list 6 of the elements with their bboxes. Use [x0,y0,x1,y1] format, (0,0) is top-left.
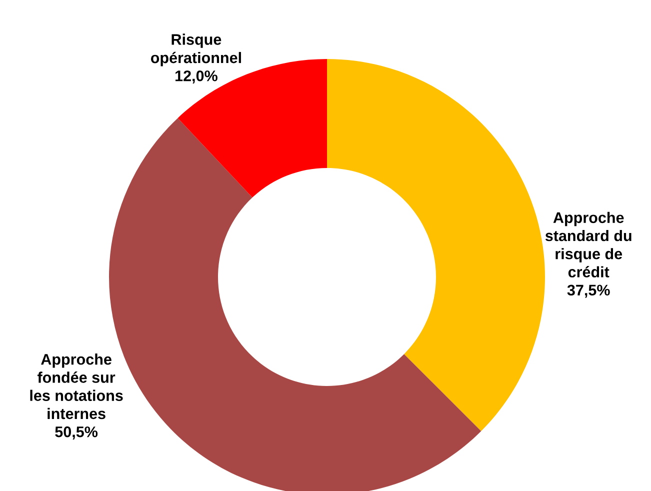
data-label: 50,5% [55,426,98,440]
slice-label: Approche fondée sur les notations internes [30,354,123,420]
data-label: 12,0% [176,70,218,84]
slice-label: Risque opérationnel [150,34,241,66]
slice-label: Approche standard du risque de crédit [545,212,632,278]
data-label: 37,5% [567,284,610,298]
